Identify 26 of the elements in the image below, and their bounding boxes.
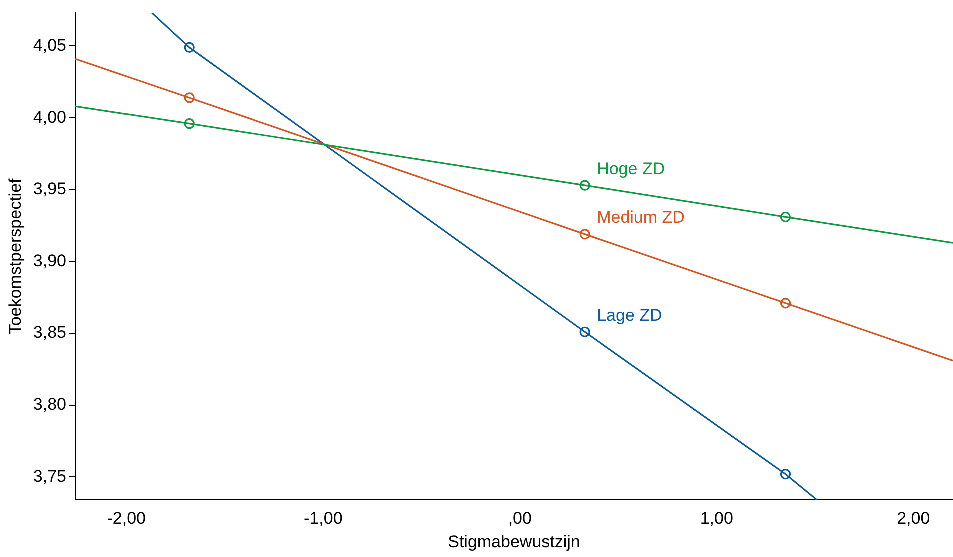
- y-tick-label: 3,75: [33, 466, 66, 486]
- point: [184, 118, 195, 130]
- x-axis-title: Stigmabewustzijn: [448, 532, 580, 552]
- point: [780, 469, 792, 480]
- series-label: Medium ZD: [597, 208, 685, 228]
- y-tick-label: 3,90: [33, 251, 66, 270]
- x-tick-label: 2,00: [897, 509, 930, 528]
- series-label: Lage ZD: [597, 306, 662, 325]
- point: [580, 326, 590, 338]
- x-tick-label: -2,00: [107, 509, 146, 528]
- x-tick-label: ,00: [508, 509, 532, 528]
- point: [780, 212, 792, 222]
- y-tick-label: 3,85: [33, 323, 66, 342]
- point: [184, 42, 195, 53]
- series-label: Hoge ZD: [597, 159, 666, 178]
- point: [184, 92, 195, 104]
- y-tick-label: 3,80: [33, 395, 66, 414]
- point: [780, 298, 792, 309]
- x-tick-label: 1,00: [700, 509, 734, 528]
- y-tick-label: 4,00: [33, 108, 66, 127]
- point: [580, 229, 590, 240]
- y-tick-label: 3,95: [33, 180, 66, 199]
- y-axis-title: Toekomstperspectief: [6, 178, 25, 335]
- y-tick-label: 4,05: [33, 36, 66, 55]
- point: [580, 180, 590, 191]
- x-tick-label: -1,00: [304, 509, 343, 528]
